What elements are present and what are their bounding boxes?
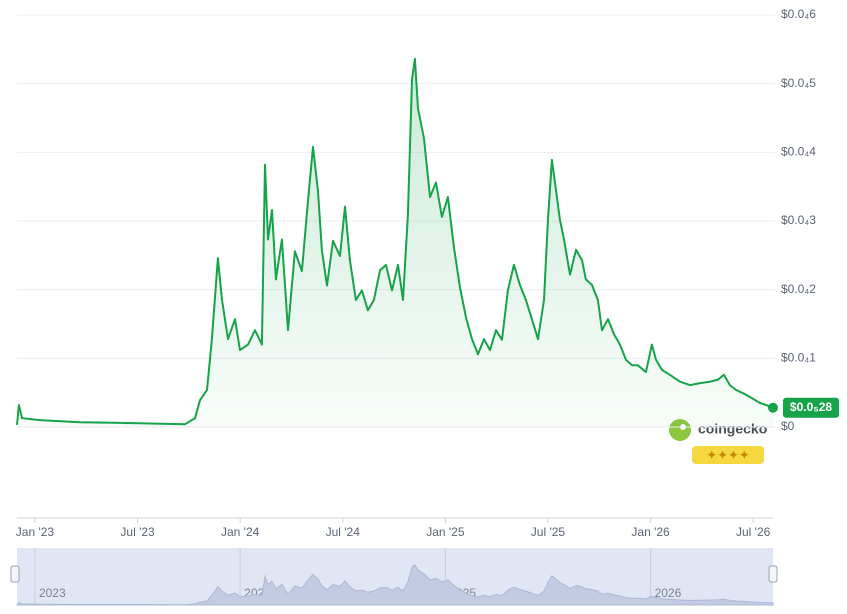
navigator-area	[16, 564, 774, 606]
y-tick-label: $0.0₄5	[781, 76, 816, 90]
navigator-label: 2023	[39, 586, 66, 600]
current-dot	[768, 402, 778, 413]
area	[17, 58, 773, 428]
navigator-handle[interactable]	[768, 565, 778, 583]
y-tick-label: $0.0₄3	[781, 213, 816, 227]
x-tick-label: Jan '26	[631, 525, 670, 539]
x-tick-label: Jul '23	[120, 525, 155, 539]
price-line	[16, 57, 774, 426]
x-tick-label: Jan '24	[221, 525, 260, 539]
current-price-label: $0.0₅28	[790, 400, 833, 414]
x-tick-label: Jul '26	[736, 525, 771, 539]
current-price-tag	[783, 397, 839, 418]
y-tick-label: $0.0₄1	[781, 351, 816, 365]
x-tick-label: Jan '23	[16, 525, 55, 539]
x-tick-label: Jan '25	[426, 525, 465, 539]
navigator-label: 2026	[655, 586, 682, 600]
svg-text:✦✦✦✦: ✦✦✦✦	[706, 447, 750, 462]
y-tick-label: $0.0₄4	[781, 145, 816, 159]
x-tick-label: Jul '24	[326, 525, 361, 539]
y-tick-label: $0.0₄2	[781, 282, 816, 296]
y-tick-label: $0.0₄6	[781, 7, 816, 21]
x-tick-label: Jul '25	[531, 525, 566, 539]
navigator-handle[interactable]	[10, 565, 20, 583]
y-tick-label: $0	[781, 419, 795, 433]
